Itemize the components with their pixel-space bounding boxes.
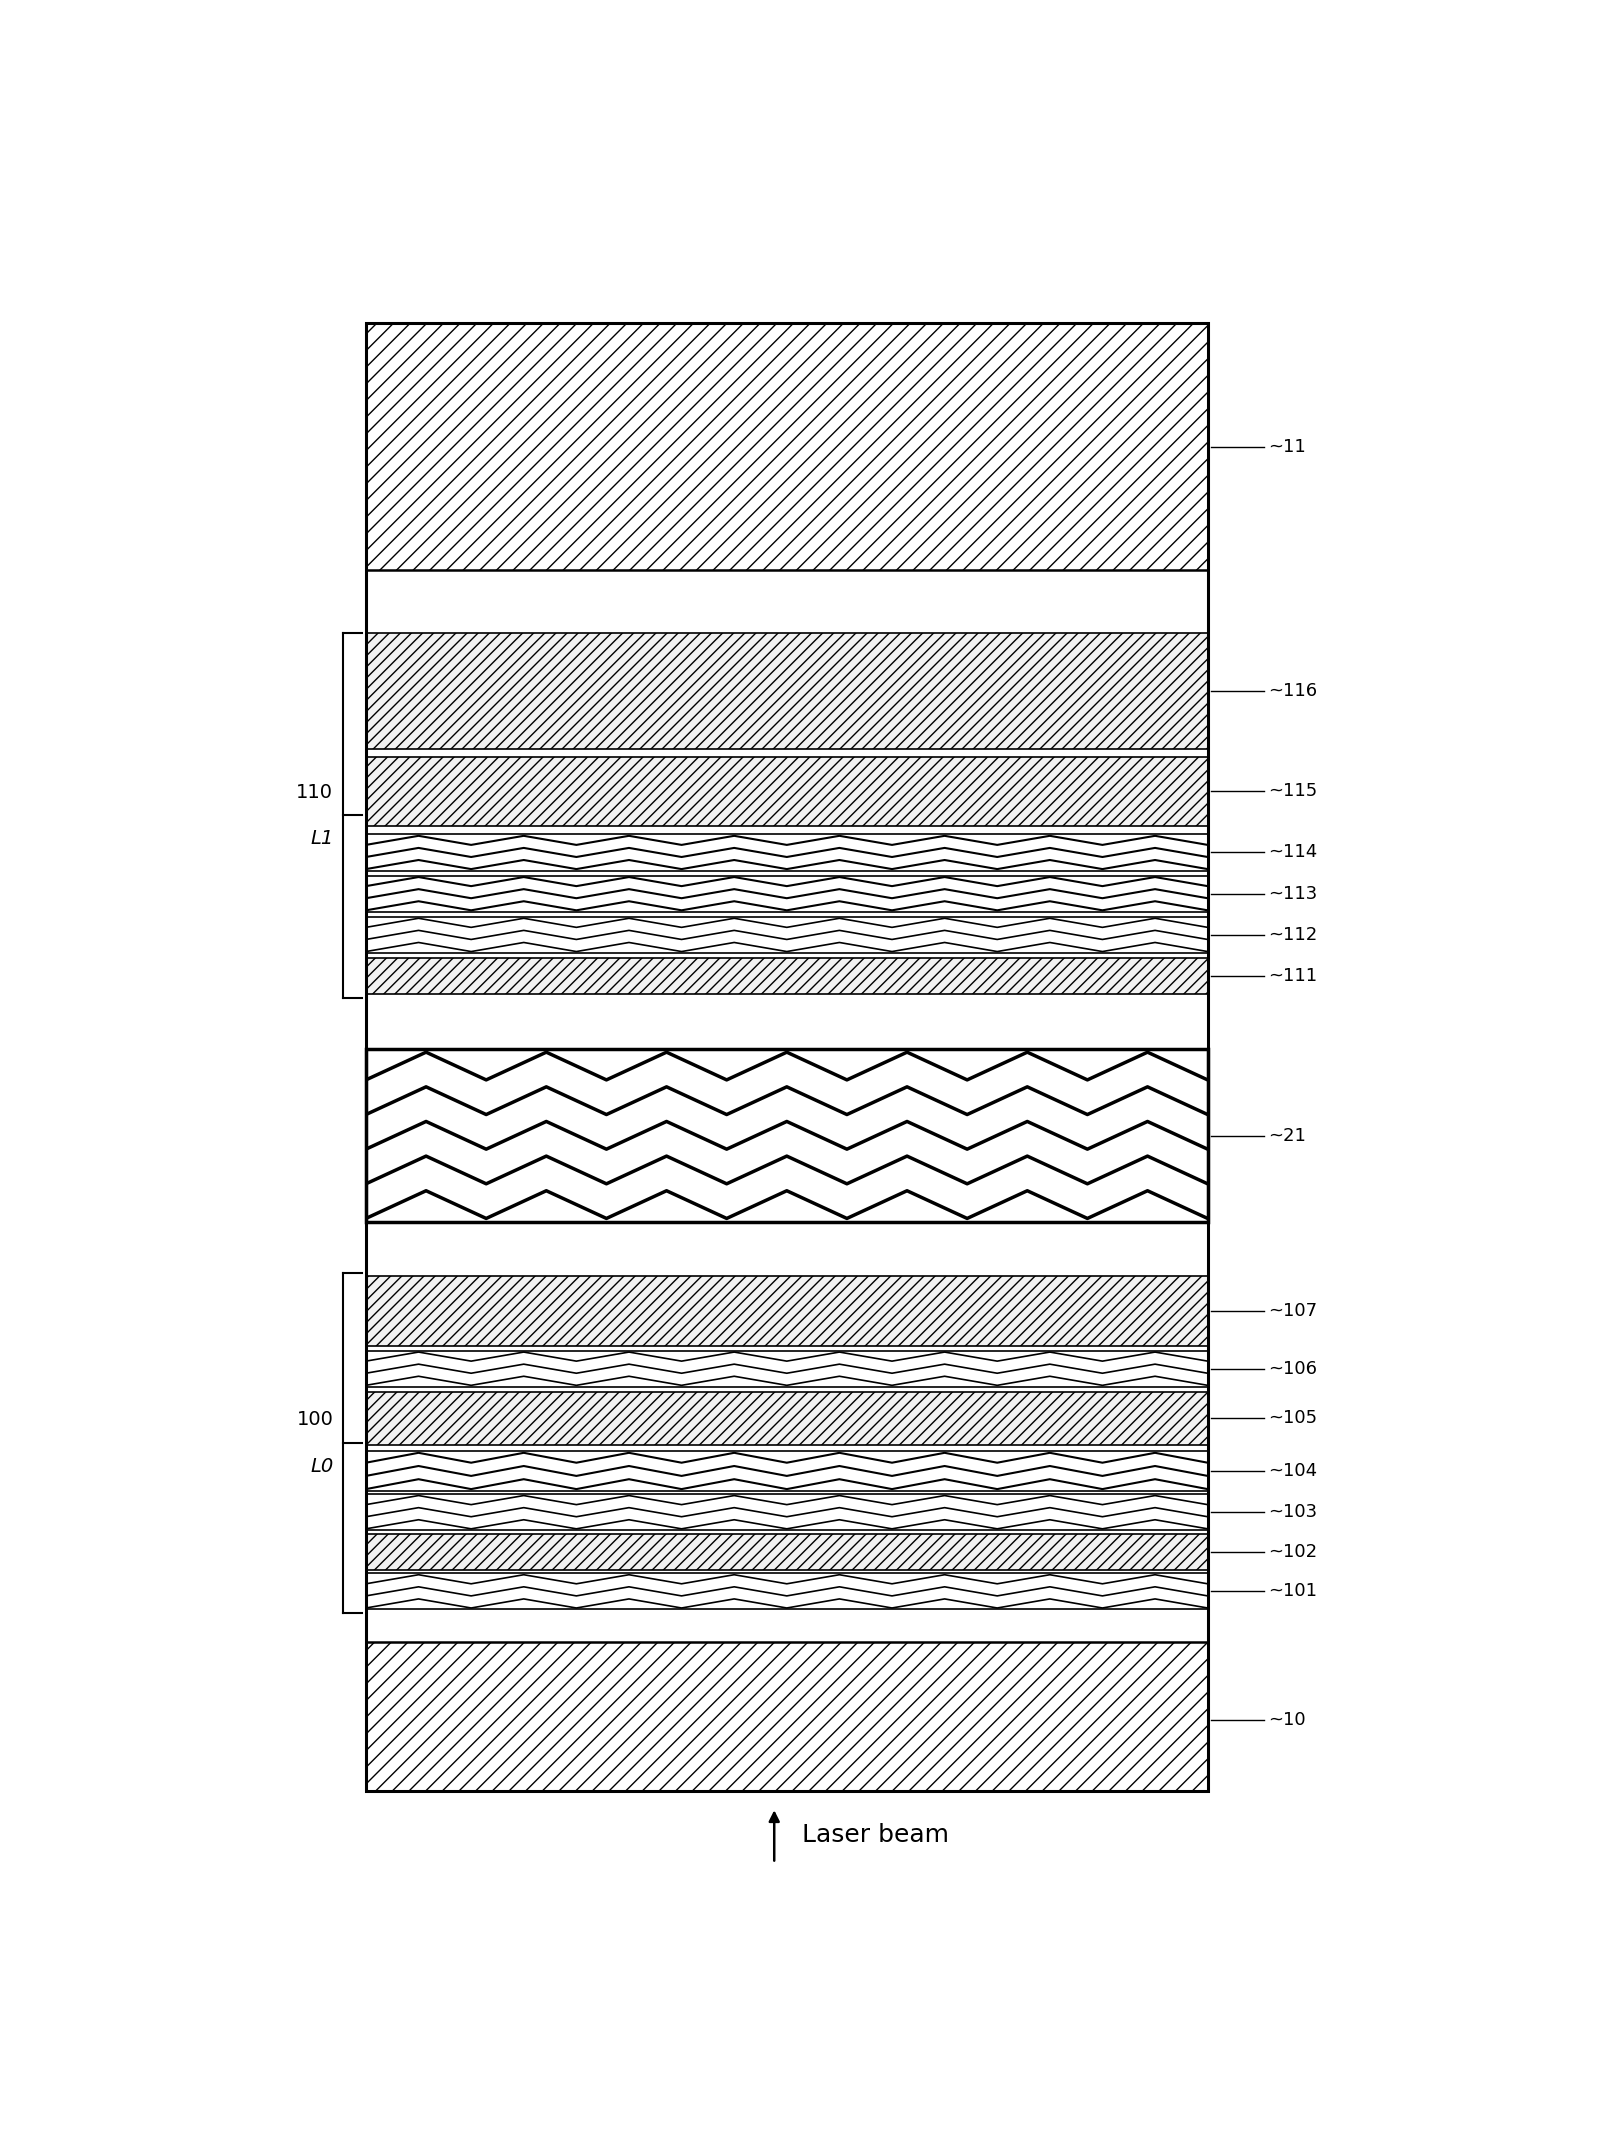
Bar <box>366 1450 1208 1491</box>
Bar <box>366 957 1208 994</box>
Bar <box>366 1572 1208 1609</box>
Text: ~105: ~105 <box>1268 1409 1318 1427</box>
Bar <box>366 323 1208 1791</box>
Bar <box>366 876 1208 912</box>
Text: L0: L0 <box>310 1457 334 1476</box>
Text: ~112: ~112 <box>1268 925 1318 945</box>
Text: 100: 100 <box>297 1409 334 1429</box>
Text: ~116: ~116 <box>1268 681 1318 700</box>
Text: ~103: ~103 <box>1268 1504 1318 1521</box>
Text: ~10: ~10 <box>1268 1711 1305 1729</box>
Text: ~115: ~115 <box>1268 782 1318 801</box>
Text: ~11: ~11 <box>1268 437 1305 456</box>
Bar <box>366 833 1208 870</box>
Bar <box>366 1050 1208 1221</box>
Text: ~101: ~101 <box>1268 1583 1316 1600</box>
Bar <box>366 323 1208 570</box>
Text: ~114: ~114 <box>1268 844 1318 861</box>
Bar <box>366 634 1208 748</box>
Text: ~106: ~106 <box>1268 1360 1316 1377</box>
Bar <box>366 1352 1208 1386</box>
Text: ~102: ~102 <box>1268 1542 1318 1562</box>
Bar <box>366 1495 1208 1529</box>
Text: Laser beam: Laser beam <box>802 1823 948 1846</box>
Bar <box>366 756 1208 827</box>
Text: ~111: ~111 <box>1268 968 1318 985</box>
Text: ~107: ~107 <box>1268 1302 1318 1319</box>
Bar <box>366 917 1208 953</box>
Text: ~113: ~113 <box>1268 885 1318 902</box>
Bar <box>366 1392 1208 1444</box>
Text: ~104: ~104 <box>1268 1463 1318 1480</box>
Bar <box>366 1643 1208 1791</box>
Text: ~21: ~21 <box>1268 1127 1307 1146</box>
Bar <box>366 1277 1208 1345</box>
Text: 110: 110 <box>297 782 334 801</box>
Bar <box>366 1534 1208 1570</box>
Text: L1: L1 <box>310 829 334 848</box>
